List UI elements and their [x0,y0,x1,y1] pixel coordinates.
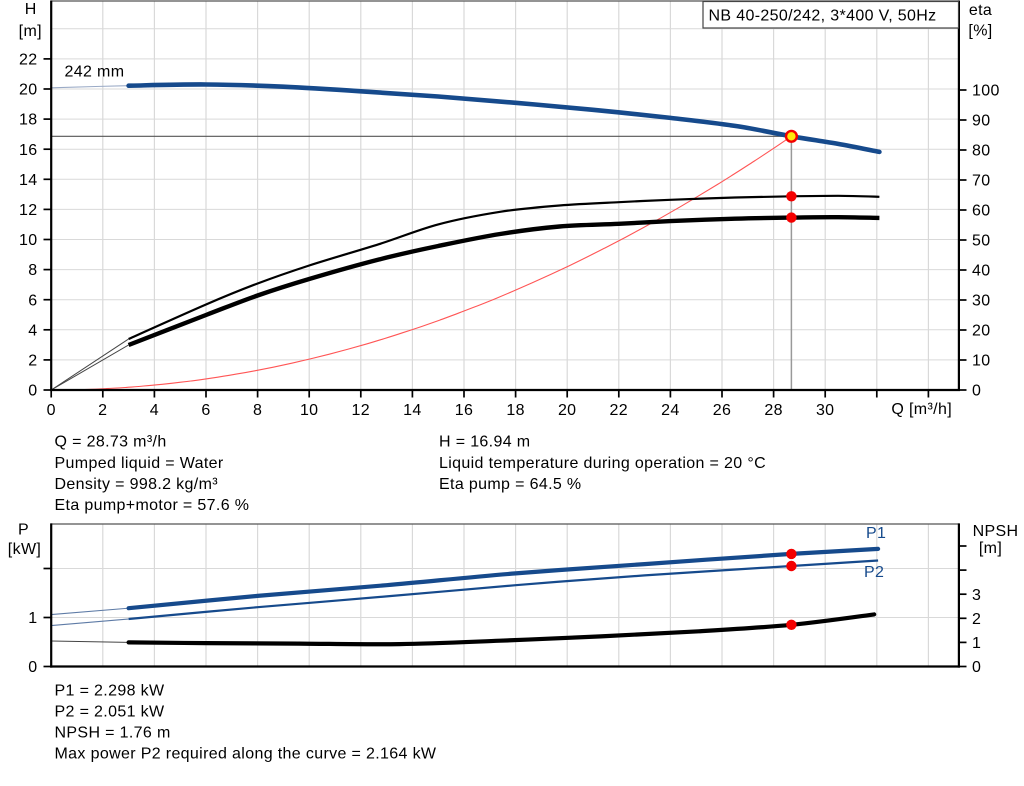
svg-text:6: 6 [28,292,37,309]
svg-text:16: 16 [19,142,38,159]
svg-text:12: 12 [19,202,38,219]
svg-text:P2: P2 [864,564,884,581]
svg-text:10: 10 [972,353,991,370]
svg-text:0: 0 [972,383,981,400]
svg-text:P2 = 2.051 kW: P2 = 2.051 kW [55,704,165,721]
svg-text:NPSH = 1.76 m: NPSH = 1.76 m [55,725,171,742]
svg-text:20: 20 [558,402,577,419]
svg-text:60: 60 [972,203,991,220]
svg-text:0: 0 [28,383,37,400]
svg-text:3: 3 [972,587,981,604]
svg-text:20: 20 [972,323,991,340]
svg-text:0: 0 [28,659,37,676]
svg-text:14: 14 [19,172,38,189]
svg-text:242 mm: 242 mm [65,64,125,81]
svg-text:30: 30 [972,293,991,310]
svg-text:80: 80 [972,143,991,160]
svg-text:26: 26 [713,402,732,419]
svg-text:14: 14 [403,402,422,419]
svg-text:4: 4 [28,322,37,339]
svg-text:100: 100 [972,83,1000,100]
svg-text:4: 4 [150,402,159,419]
svg-text:0: 0 [47,402,56,419]
svg-text:NPSH: NPSH [973,523,1019,540]
svg-text:10: 10 [19,232,38,249]
svg-text:1: 1 [28,610,37,627]
svg-text:12: 12 [352,402,371,419]
svg-text:P1: P1 [866,525,886,542]
svg-text:NB 40-250/242, 3*400 V, 50Hz: NB 40-250/242, 3*400 V, 50Hz [709,8,937,25]
svg-text:eta: eta [969,2,992,19]
svg-text:40: 40 [972,263,991,280]
svg-text:P1 = 2.298 kW: P1 = 2.298 kW [55,683,165,700]
svg-text:18: 18 [506,402,525,419]
svg-text:Eta pump+motor = 57.6 %: Eta pump+motor = 57.6 % [55,497,250,514]
svg-text:8: 8 [28,262,37,279]
svg-text:30: 30 [816,402,835,419]
svg-text:28: 28 [764,402,783,419]
svg-text:18: 18 [19,112,38,129]
svg-text:2: 2 [28,353,37,370]
svg-text:0: 0 [972,659,981,676]
svg-text:10: 10 [300,402,319,419]
svg-text:P: P [18,522,29,539]
svg-text:8: 8 [253,402,262,419]
svg-text:90: 90 [972,113,991,130]
svg-text:[kW]: [kW] [8,541,41,558]
svg-text:22: 22 [19,52,38,69]
svg-text:20: 20 [19,82,38,99]
svg-text:22: 22 [610,402,629,419]
svg-text:[m]: [m] [19,23,42,40]
svg-text:Liquid temperature during oper: Liquid temperature during operation = 20… [439,455,766,472]
svg-text:[m]: [m] [979,540,1002,557]
svg-text:[%]: [%] [968,23,992,40]
svg-text:1: 1 [972,635,981,652]
svg-text:2: 2 [98,402,107,419]
svg-text:50: 50 [972,233,991,250]
svg-text:H = 16.94 m: H = 16.94 m [439,434,530,451]
svg-text:Q = 28.73 m³/h: Q = 28.73 m³/h [55,434,167,451]
svg-text:16: 16 [455,402,474,419]
svg-text:Q [m³/h]: Q [m³/h] [891,401,952,418]
svg-text:Eta pump = 64.5 %: Eta pump = 64.5 % [439,476,581,493]
svg-text:2: 2 [972,611,981,628]
svg-text:H: H [25,1,37,18]
svg-text:70: 70 [972,173,991,190]
svg-text:Density = 998.2 kg/m³: Density = 998.2 kg/m³ [55,476,219,493]
svg-text:Max power P2 required along th: Max power P2 required along the curve = … [55,746,437,763]
svg-text:6: 6 [201,402,210,419]
svg-text:Pumped liquid = Water: Pumped liquid = Water [55,455,224,472]
svg-text:24: 24 [661,402,680,419]
